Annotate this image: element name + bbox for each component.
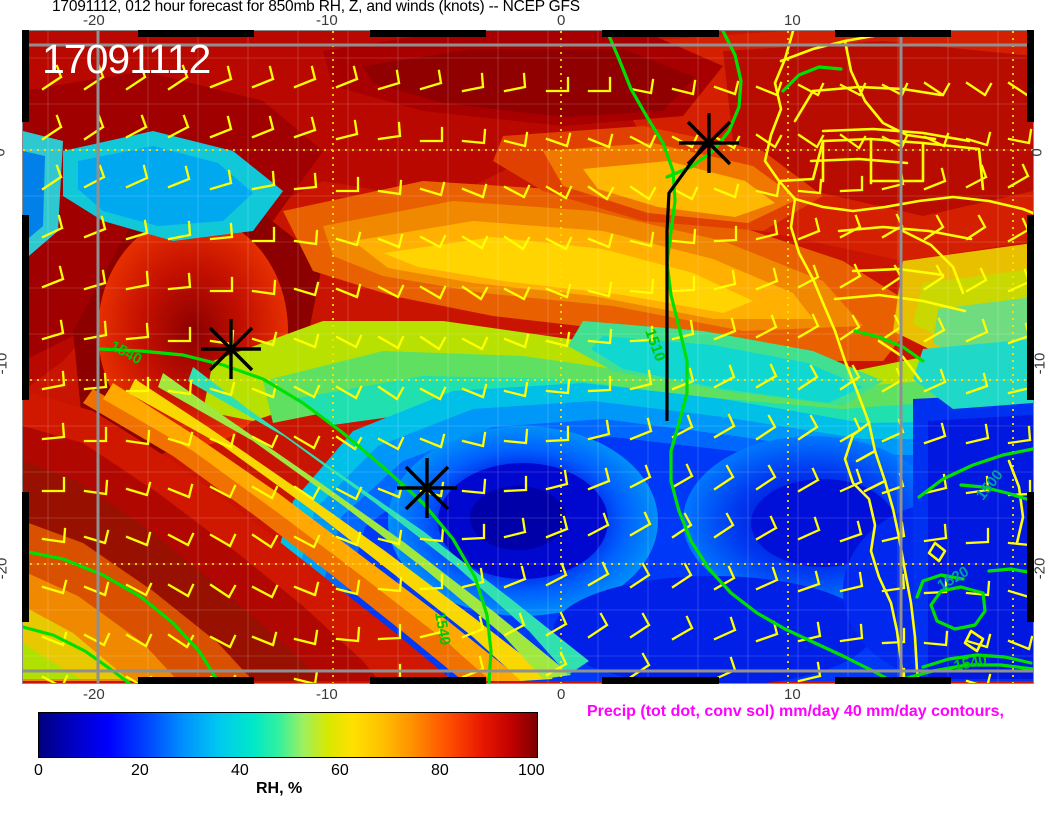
cbar-tick-20: 20 [131,762,149,779]
zone-marker-lines [23,31,1033,683]
xtick-bottom-0: -20 [83,686,105,703]
station-marker-1 [201,319,261,379]
ytick-left-1: -10 [0,352,11,375]
xtick-top-2: 0 [557,12,566,29]
station-marker-3 [679,113,739,173]
xtick-bottom-2: 0 [557,686,566,703]
cbar-tick-0: 0 [34,762,43,779]
forecast-timestamp-stamp: 17091112 [42,36,211,82]
contour-label-1540c: 1540 [952,651,988,675]
height-contours-layer: 1540 1540 1510 1500 1520 1540 [23,31,1033,683]
rh-heatmap-field [23,31,1033,683]
station-marker-2 [397,458,457,518]
cbar-tick-60: 60 [331,762,349,779]
xtick-bottom-3: 10 [784,686,801,703]
map-plot-area[interactable]: 1540 1540 1510 1500 1520 1540 [22,30,1034,684]
contour-label-1540b: 1540 [431,611,454,647]
trajectory-and-markers-layer [201,113,739,518]
ytick-left-0: 0 [0,148,9,156]
xtick-bottom-1: -10 [316,686,338,703]
cbar-tick-100: 100 [518,762,545,779]
xtick-top-1: -10 [316,12,338,29]
cbar-tick-40: 40 [231,762,249,779]
axis-tickbar-bottom [22,677,1034,684]
rh-colorbar [38,712,538,758]
wind-barbs-layer [41,64,1033,683]
precip-legend-note: Precip (tot dot, conv sol) mm/day 40 mm/… [587,703,1004,720]
cbar-tick-80: 80 [431,762,449,779]
axis-tickbar-right [1027,30,1034,684]
trajectory-line [665,140,709,421]
axis-tickbar-left [22,30,29,684]
axis-tickbar-top [22,30,1034,37]
colorbar-title: RH, % [256,780,303,797]
page-title: 17091112, 012 hour forecast for 850mb RH… [52,0,580,15]
ytick-left-2: -20 [0,557,11,580]
xtick-top-0: -20 [83,12,105,29]
xtick-top-3: 10 [784,12,801,29]
